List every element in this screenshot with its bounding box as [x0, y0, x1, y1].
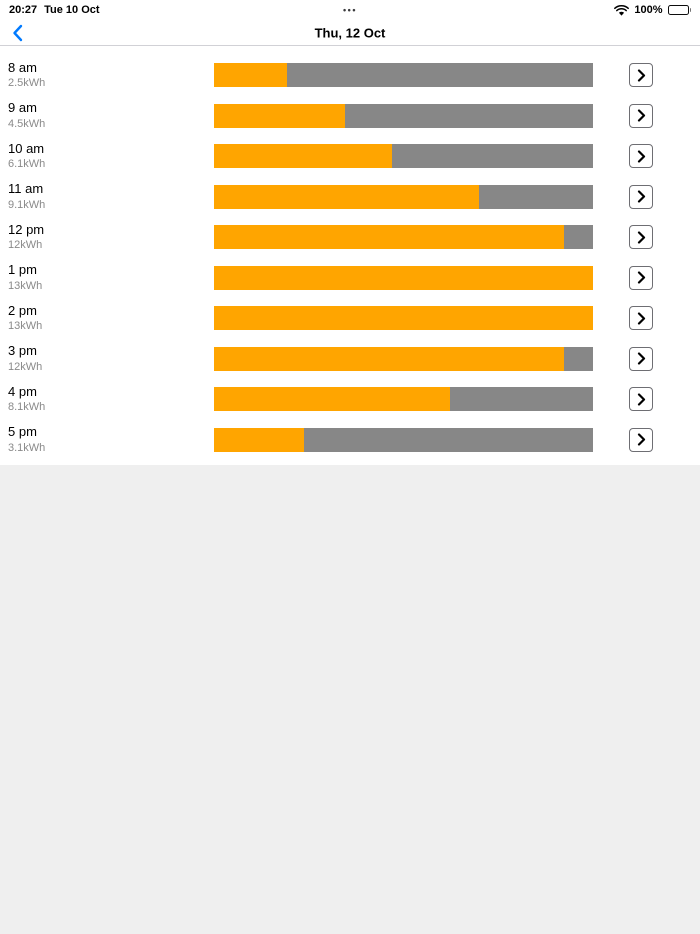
usage-bar-track [214, 63, 593, 88]
hour-label: 1 pm [8, 262, 37, 278]
chevron-right-icon [637, 352, 646, 365]
hour-row: 2 pm 13kWh [0, 298, 700, 339]
kwh-label: 8.1kWh [8, 401, 46, 413]
row-detail-button[interactable] [629, 387, 653, 412]
battery-icon [667, 4, 691, 16]
back-button[interactable] [8, 22, 27, 44]
battery-percent: 100% [634, 4, 663, 16]
hour-row: 12 pm 12kWh [0, 217, 700, 258]
hour-label: 4 pm [8, 383, 37, 399]
kwh-label: 13kWh [8, 320, 43, 332]
hour-labels: 11 am 9.1kWh [8, 181, 214, 212]
kwh-label: 9.1kWh [8, 198, 46, 211]
status-date: Tue 10 Oct [44, 4, 100, 16]
hour-label: 11 am [8, 181, 44, 197]
chevron-right-icon [637, 393, 646, 406]
chevron-right-icon [637, 271, 646, 284]
usage-bar-track [214, 225, 593, 250]
hour-labels: 5 pm 3.1kWh [8, 424, 214, 455]
kwh-label: 12kWh [8, 239, 43, 251]
hour-labels: 10 am 6.1kWh [8, 141, 214, 172]
usage-bar-fill [214, 346, 564, 371]
clock-time: 20:27 [9, 4, 38, 16]
usage-bar-track [214, 387, 593, 412]
usage-bar-fill [214, 63, 287, 88]
chevron-right-icon [637, 231, 646, 244]
usage-bar-track [214, 265, 593, 290]
usage-bar-track [214, 427, 593, 452]
kwh-label: 2.5kWh [8, 77, 46, 89]
kwh-label: 6.1kWh [8, 158, 46, 170]
hour-label: 8 am [8, 59, 37, 75]
multitasking-dots-icon: ••• [343, 5, 357, 15]
hour-label: 12 pm [8, 221, 45, 237]
hour-row: 3 pm 12kWh [0, 339, 700, 380]
row-detail-button[interactable] [629, 103, 653, 128]
hour-row: 4 pm 8.1kWh [0, 379, 700, 420]
hour-label: 10 am [8, 140, 45, 156]
status-left: 20:27 Tue 10 Oct [9, 4, 100, 16]
chevron-right-icon [637, 109, 646, 122]
row-detail-button[interactable] [629, 225, 653, 250]
usage-bar-track [214, 144, 593, 169]
hour-labels: 3 pm 12kWh [8, 343, 214, 374]
hour-labels: 2 pm 13kWh [8, 303, 214, 334]
hour-row: 10 am 6.1kWh [0, 136, 700, 177]
hour-labels: 12 pm 12kWh [8, 222, 214, 253]
row-detail-button[interactable] [629, 306, 653, 331]
chevron-right-icon [637, 433, 646, 446]
usage-bar-track [214, 346, 593, 371]
hour-row: 1 pm 13kWh [0, 258, 700, 299]
hour-label: 5 pm [8, 424, 37, 440]
hour-labels: 4 pm 8.1kWh [8, 384, 214, 415]
row-detail-button[interactable] [629, 144, 653, 169]
hour-labels: 8 am 2.5kWh [8, 60, 214, 91]
hour-label: 2 pm [8, 302, 37, 318]
page-title: Thu, 12 Oct [314, 25, 386, 40]
row-detail-button[interactable] [629, 427, 653, 452]
wifi-icon [614, 4, 630, 16]
nav-bar: Thu, 12 Oct [0, 20, 700, 46]
usage-bar-fill [214, 144, 392, 169]
row-detail-button[interactable] [629, 265, 653, 290]
chevron-left-icon [12, 24, 23, 42]
chevron-right-icon [637, 69, 646, 82]
hour-list: 8 am 2.5kWh 9 am 4.5kWh [0, 46, 700, 465]
row-detail-button[interactable] [629, 184, 653, 209]
chevron-right-icon [637, 150, 646, 163]
hour-row: 8 am 2.5kWh [0, 55, 700, 96]
hour-row: 9 am 4.5kWh [0, 96, 700, 137]
top-section: 20:27 Tue 10 Oct ••• 100% [0, 0, 700, 465]
hour-labels: 1 pm 13kWh [8, 262, 214, 293]
usage-bar-track [214, 103, 593, 128]
kwh-label: 3.1kWh [8, 441, 46, 454]
hour-label: 3 pm [8, 343, 37, 359]
chevron-right-icon [637, 190, 646, 203]
row-detail-button[interactable] [629, 63, 653, 88]
usage-bar-fill [214, 103, 346, 128]
usage-bar-track [214, 306, 593, 331]
usage-bar-fill [214, 387, 451, 412]
row-detail-button[interactable] [629, 346, 653, 371]
hour-row: 5 pm 3.1kWh [0, 420, 700, 461]
chevron-right-icon [637, 312, 646, 325]
hour-label: 9 am [8, 100, 37, 116]
usage-bar-fill [214, 427, 305, 452]
status-bar: 20:27 Tue 10 Oct ••• 100% [0, 0, 700, 20]
hour-row: 11 am 9.1kWh [0, 177, 700, 218]
kwh-label: 12kWh [8, 360, 43, 373]
usage-bar-track [214, 184, 593, 209]
kwh-label: 4.5kWh [8, 117, 46, 130]
hour-labels: 9 am 4.5kWh [8, 100, 214, 131]
usage-bar-fill [214, 184, 480, 209]
usage-bar-fill [214, 306, 593, 331]
kwh-label: 13kWh [8, 279, 43, 292]
usage-bar-fill [214, 225, 564, 250]
usage-bar-fill [214, 265, 593, 290]
status-right: 100% [614, 4, 691, 16]
